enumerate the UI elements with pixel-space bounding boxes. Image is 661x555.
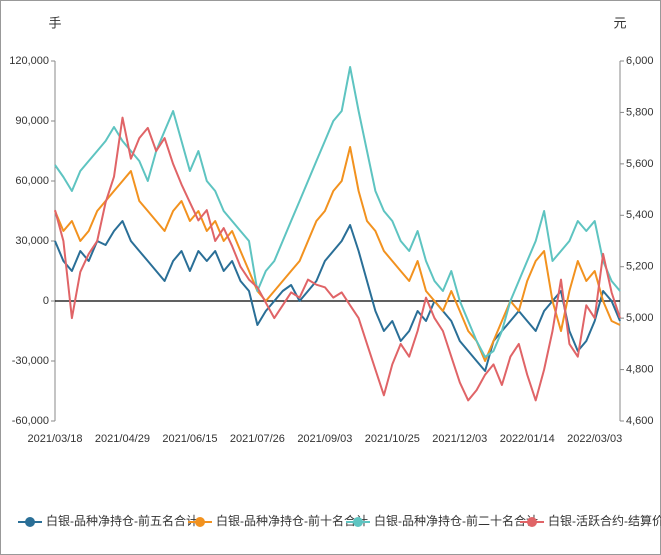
legend-marker [25, 517, 35, 527]
legend-marker [527, 517, 537, 527]
y2-tick-label: 5,600 [626, 158, 654, 170]
y2-unit: 元 [613, 15, 626, 30]
x-tick-label: 2022/03/03 [567, 433, 622, 445]
y-tick-label: 30,000 [15, 235, 49, 247]
series-line [54, 66, 621, 358]
x-tick-label: 2021/07/26 [230, 433, 285, 445]
series-line [54, 220, 621, 372]
y2-tick-label: 5,400 [626, 209, 654, 221]
x-tick-label: 2021/03/18 [27, 433, 82, 445]
legend-label: 白银-品种净持仓-前十名合计 [216, 513, 368, 528]
x-tick-label: 2021/12/03 [432, 433, 487, 445]
y-tick-label: -60,000 [12, 415, 49, 427]
x-tick-label: 2021/04/29 [95, 433, 150, 445]
legend-marker [353, 517, 363, 527]
y-tick-label: -30,000 [12, 355, 49, 367]
series-line [54, 116, 621, 402]
x-tick-label: 2021/09/03 [297, 433, 352, 445]
y2-tick-label: 4,600 [626, 415, 654, 427]
y2-tick-label: 5,800 [626, 106, 654, 118]
x-tick-label: 2021/06/15 [162, 433, 217, 445]
y-tick-label: 90,000 [15, 115, 49, 127]
legend-marker [195, 517, 205, 527]
legend-label: 白银-活跃合约-结算价 [548, 513, 661, 528]
y2-tick-label: 5,000 [626, 312, 654, 324]
y2-tick-label: 6,000 [626, 55, 654, 67]
y-unit: 手 [48, 15, 61, 30]
series-line [54, 146, 621, 362]
y-tick-label: 120,000 [9, 55, 49, 67]
y2-tick-label: 4,800 [626, 363, 654, 375]
x-tick-label: 2021/10/25 [365, 433, 420, 445]
legend-label: 白银-品种净持仓-前二十名合计 [374, 513, 538, 528]
x-tick-label: 2022/01/14 [500, 433, 555, 445]
y-tick-label: 60,000 [15, 175, 49, 187]
legend-label: 白银-品种净持仓-前五名合计 [46, 513, 198, 528]
y-tick-label: 0 [43, 295, 49, 307]
y2-tick-label: 5,200 [626, 261, 654, 273]
